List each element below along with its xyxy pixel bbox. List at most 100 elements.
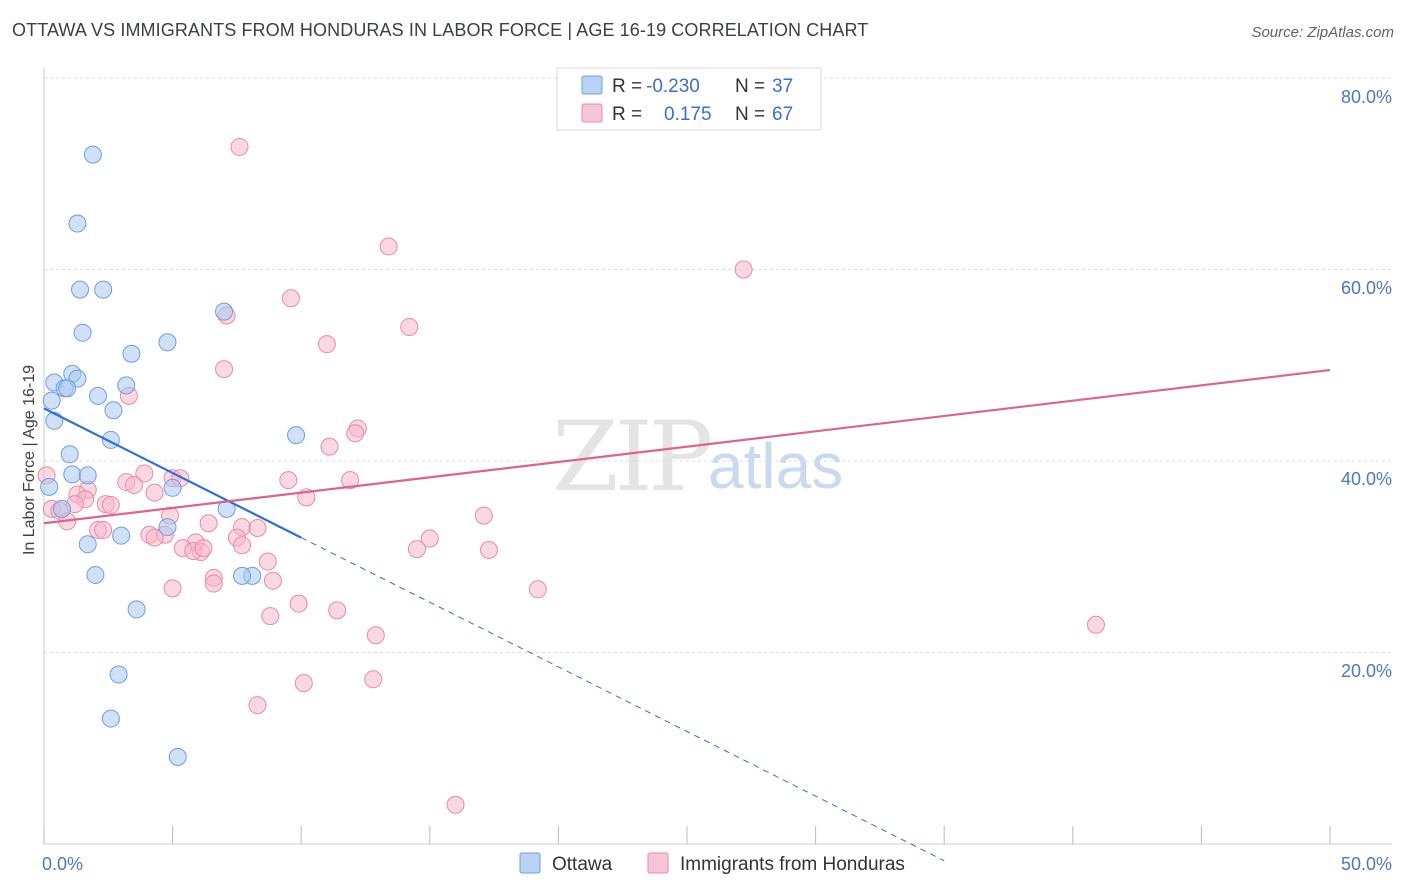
data-point-honduras-26 — [101, 496, 120, 515]
data-point-honduras-41 — [420, 529, 439, 548]
series-legend-label-ottawa: Ottawa — [552, 854, 613, 875]
data-point-honduras-57 — [366, 626, 385, 645]
data-point-honduras-3 — [734, 260, 753, 279]
data-point-ottawa-32 — [127, 600, 146, 619]
data-point-ottawa-2 — [71, 280, 90, 299]
data-point-ottawa-35 — [168, 747, 187, 766]
legend-r-value-honduras: 0.175 — [664, 104, 712, 125]
legend-r-label-ottawa: R = — [612, 76, 642, 97]
data-point-honduras-62 — [446, 795, 465, 814]
data-point-honduras-55 — [261, 607, 280, 626]
data-point-ottawa-28 — [112, 526, 131, 545]
data-point-ottawa-14 — [89, 386, 108, 405]
data-point-ottawa-12 — [58, 379, 77, 398]
trend-line-ottawa — [43, 407, 302, 539]
legend-n-label-honduras: N = — [735, 104, 765, 125]
legend-swatch-ottawa — [581, 75, 603, 95]
data-point-honduras-2 — [379, 237, 398, 256]
data-point-honduras-8 — [215, 360, 234, 379]
data-point-honduras-50 — [263, 571, 282, 590]
y-tick-label-20: 20.0% — [1341, 661, 1392, 681]
data-point-honduras-56 — [1086, 615, 1105, 634]
series-legend-swatch-ottawa — [519, 852, 541, 874]
data-point-ottawa-23 — [40, 477, 59, 496]
data-point-honduras-16 — [279, 471, 298, 490]
data-point-honduras-47 — [479, 541, 498, 560]
data-point-ottawa-21 — [63, 465, 82, 484]
data-point-ottawa-20 — [60, 445, 79, 464]
x-tick-label-min: 0.0% — [42, 854, 83, 874]
trend-line-honduras — [43, 368, 1331, 525]
data-point-honduras-36 — [94, 520, 113, 539]
data-point-ottawa-36 — [233, 566, 252, 585]
data-point-ottawa-33 — [109, 665, 128, 684]
data-point-honduras-39 — [145, 528, 164, 547]
data-point-honduras-64 — [233, 536, 252, 555]
stats-legend: R = -0.230 N = 37 R = 0.175 N = 67 — [556, 67, 822, 131]
legend-n-value-honduras: 67 — [772, 104, 793, 125]
data-point-honduras-4 — [281, 289, 300, 308]
data-point-honduras-11 — [346, 424, 365, 443]
data-point-ottawa-34 — [101, 709, 120, 728]
y-tick-label-60: 60.0% — [1341, 278, 1392, 298]
data-point-ottawa-31 — [86, 565, 105, 584]
legend-r-value-ottawa: -0.230 — [646, 76, 700, 97]
data-point-ottawa-5 — [73, 323, 92, 342]
data-point-honduras-65 — [194, 539, 213, 558]
data-point-ottawa-24 — [163, 478, 182, 497]
data-point-honduras-14 — [135, 464, 154, 483]
data-point-ottawa-27 — [158, 518, 177, 537]
source-label: Source: ZipAtlas.com — [1251, 24, 1394, 41]
data-point-honduras-7 — [317, 335, 336, 354]
data-point-ottawa-1 — [68, 214, 87, 233]
legend-swatch-honduras — [581, 103, 603, 123]
axes — [43, 68, 1392, 845]
data-point-honduras-34 — [248, 519, 267, 538]
legend-n-label-ottawa: N = — [735, 76, 765, 97]
data-point-honduras-51 — [163, 579, 182, 598]
data-point-honduras-59 — [294, 674, 313, 693]
data-point-honduras-12 — [320, 437, 339, 456]
series-ottawa-points — [40, 145, 306, 766]
y-tick-label-40: 40.0% — [1341, 469, 1392, 489]
watermark-zip: ZIP — [552, 401, 711, 513]
data-point-ottawa-7 — [158, 333, 177, 352]
series-legend-swatch-honduras — [647, 852, 669, 874]
data-point-ottawa-22 — [78, 466, 97, 485]
data-point-ottawa-13 — [117, 376, 136, 395]
trend-line-ottawa-extension — [300, 537, 945, 862]
data-point-honduras-31 — [199, 514, 218, 533]
data-point-honduras-1 — [230, 137, 249, 156]
data-point-ottawa-16 — [104, 401, 123, 420]
data-point-honduras-21 — [145, 483, 164, 502]
data-point-honduras-52 — [528, 580, 547, 599]
data-point-ottawa-3 — [94, 280, 113, 299]
legend-n-value-ottawa: 37 — [772, 76, 793, 97]
data-point-honduras-66 — [258, 552, 277, 571]
data-point-honduras-49 — [204, 574, 223, 593]
data-point-honduras-17 — [341, 471, 360, 490]
y-axis-label: In Labor Force | Age 16-19 — [21, 365, 38, 555]
data-point-ottawa-17 — [45, 411, 64, 430]
series-legend-label-honduras: Immigrants from Honduras — [680, 854, 905, 875]
data-point-ottawa-29 — [78, 535, 97, 554]
y-tick-label-80: 80.0% — [1341, 87, 1392, 107]
series-legend: Ottawa Immigrants from Honduras — [519, 852, 905, 875]
data-point-honduras-46 — [407, 540, 426, 559]
chart-title: OTTAWA VS IMMIGRANTS FROM HONDURAS IN LA… — [12, 20, 869, 40]
data-point-ottawa-0 — [83, 145, 102, 164]
data-point-honduras-6 — [400, 317, 419, 336]
data-point-honduras-60 — [248, 696, 267, 715]
legend-r-label-honduras: R = — [612, 104, 642, 125]
data-point-honduras-19 — [125, 475, 144, 494]
trend-lines — [43, 368, 1331, 862]
x-tick-label-max: 50.0% — [1341, 854, 1392, 874]
data-point-honduras-30 — [474, 506, 493, 525]
gridlines — [44, 77, 1392, 653]
data-point-honduras-53 — [289, 594, 308, 613]
data-point-ottawa-15 — [42, 391, 61, 410]
data-point-ottawa-25 — [53, 499, 72, 518]
data-point-honduras-54 — [328, 601, 347, 620]
data-point-ottawa-18 — [287, 426, 306, 445]
